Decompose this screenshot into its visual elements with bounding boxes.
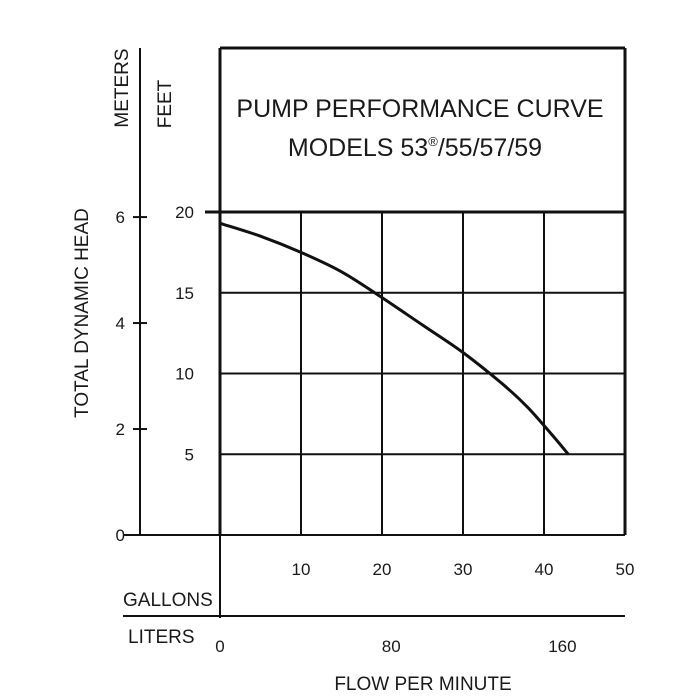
feet-tick-label: 20 [175, 203, 194, 222]
y-axis-title: TOTAL DYNAMIC HEAD [72, 208, 93, 418]
gallons-tick-label: 40 [535, 560, 554, 579]
x-axis-title: FLOW PER MINUTE [334, 674, 511, 695]
feet-tick-label: 15 [175, 284, 194, 303]
meters-tick-label: 0 [116, 526, 125, 545]
y-units-feet: FEET [155, 79, 176, 128]
feet-tick-label: 10 [175, 365, 194, 384]
liters-tick-label: 0 [215, 637, 224, 656]
gallons-tick-label: 10 [292, 560, 311, 579]
chart-title-line1: PUMP PERFORMANCE CURVE [236, 95, 603, 123]
chart-frame [123, 46, 627, 618]
x-units-gallons: GALLONS [123, 590, 213, 611]
chart-title-line2: MODELS 53®/55/57/59 [288, 134, 542, 162]
title-models-prefix: MODELS 53 [288, 134, 428, 162]
liters-tick-label: 80 [382, 637, 401, 656]
title-registered-mark: ® [428, 134, 438, 149]
gallons-tick-label: 20 [373, 560, 392, 579]
meters-tick-label: 2 [116, 420, 125, 439]
gallons-tick-label: 30 [454, 560, 473, 579]
feet-tick-label: 5 [185, 445, 194, 464]
y-units-meters: METERS [112, 48, 133, 127]
meters-tick-label: 6 [116, 208, 125, 227]
performance-curve-line [219, 221, 570, 456]
title-models-suffix: /55/57/59 [438, 134, 542, 162]
x-units-liters: LITERS [128, 627, 195, 648]
gallons-tick-label: 50 [616, 560, 635, 579]
liters-tick-label: 160 [548, 637, 576, 656]
chart-grid [220, 212, 625, 535]
meters-tick-label: 4 [116, 314, 125, 333]
